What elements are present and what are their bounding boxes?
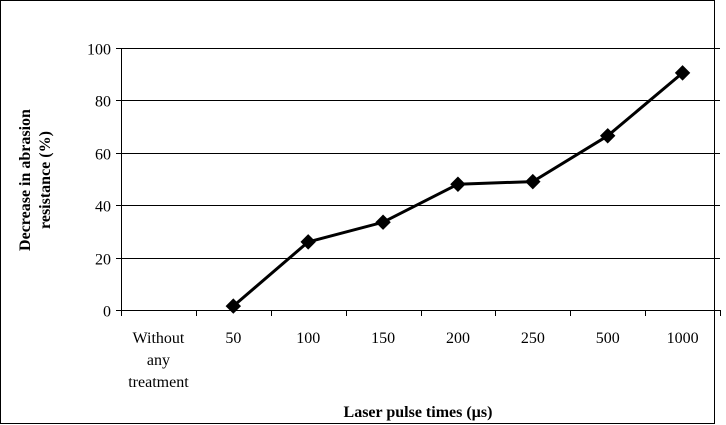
y-tick-label: 40 [95, 199, 111, 216]
x-axis-title: Laser pulse times (µs) [344, 404, 493, 421]
x-tick-label: 1000 [667, 330, 699, 347]
data-point [525, 173, 541, 190]
y-tick-label: 60 [95, 147, 111, 164]
y-tick-labels: 0 20 40 60 80 100 [87, 42, 111, 321]
data-point [225, 298, 242, 314]
gridlines [121, 48, 720, 259]
x-tick-label: 200 [446, 330, 470, 347]
y-tick-label: 80 [95, 94, 111, 111]
y-tick-label: 100 [87, 42, 111, 59]
x-tick-label: 50 [225, 330, 241, 347]
data-point [450, 176, 466, 192]
x-tick-labels: Without any treatment 50 100 150 200 250 500 1000 [128, 330, 698, 391]
data-point [674, 65, 691, 81]
x-tick-label: 500 [596, 330, 620, 347]
x-tick-label: 100 [296, 330, 320, 347]
axes [116, 48, 721, 316]
x-tick-label: 250 [521, 330, 545, 347]
data-point [599, 128, 616, 144]
y-axis-title: Decrease in abrasion resistance (%) [17, 109, 54, 251]
y-tick-label: 20 [95, 252, 111, 269]
series-layer [225, 65, 691, 314]
data-point [375, 214, 391, 230]
data-point [300, 234, 316, 250]
y-tick-label: 0 [103, 304, 111, 321]
x-tick-label: 150 [371, 330, 395, 347]
x-tick-label: Without any treatment [128, 330, 189, 391]
